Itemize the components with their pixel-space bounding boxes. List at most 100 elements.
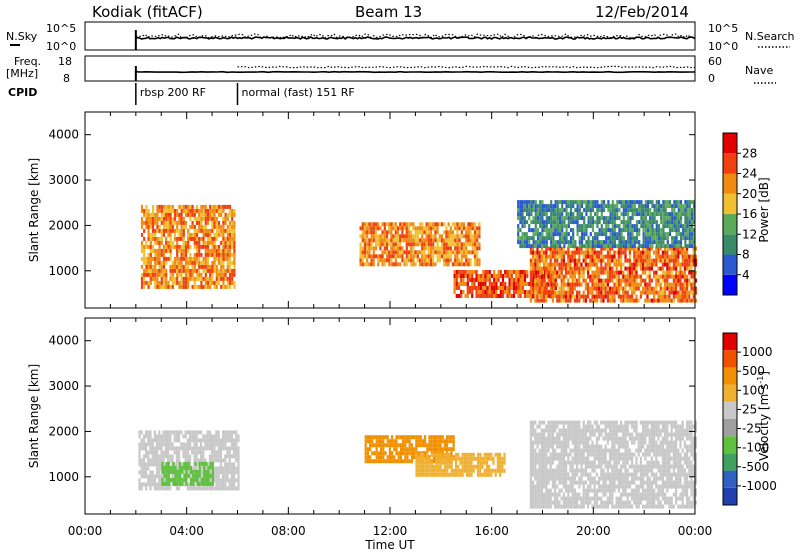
heatmap-cell — [215, 272, 218, 277]
heatmap-cell — [193, 434, 196, 439]
heatmap-cell — [493, 278, 496, 282]
heatmap-cell — [167, 446, 170, 451]
heatmap-cell — [519, 216, 522, 221]
heatmap-cell — [156, 450, 159, 455]
heatmap-cell — [556, 246, 559, 251]
heatmap-cell — [540, 448, 543, 453]
heatmap-cell — [620, 212, 623, 217]
heatmap-cell — [488, 456, 491, 461]
heatmap-cell — [176, 473, 179, 478]
heatmap-cell — [690, 274, 693, 279]
heatmap-cell — [583, 220, 586, 225]
heatmap-cell — [609, 258, 612, 263]
heatmap-cell — [622, 240, 625, 245]
heatmap-cell — [226, 252, 229, 257]
heatmap-cell — [517, 270, 520, 274]
heatmap-cell — [445, 258, 448, 263]
heatmap-cell — [187, 244, 190, 249]
heatmap-cell — [584, 500, 587, 505]
heatmap-cell — [153, 478, 156, 483]
heatmap-cell — [536, 212, 540, 217]
heatmap-cell — [466, 278, 469, 282]
heatmap-cell — [467, 222, 470, 227]
heatmap-cell — [677, 246, 680, 251]
heatmap-cell — [421, 443, 424, 448]
heatmap-cell — [160, 252, 163, 257]
heatmap-cell — [388, 250, 391, 255]
heatmap-cell — [151, 212, 155, 217]
heatmap-cell — [228, 236, 232, 241]
heatmap-cell — [529, 500, 532, 505]
heatmap-cell — [483, 472, 486, 477]
heatmap-cell — [481, 464, 484, 469]
heatmap-cell — [432, 254, 435, 259]
heatmap-cell — [466, 464, 469, 469]
heatmap-cell — [567, 212, 570, 217]
heatmap-cell — [558, 224, 562, 229]
heatmap-cell — [529, 472, 532, 477]
heatmap-cell — [456, 242, 459, 247]
heatmap-cell — [609, 236, 612, 241]
heatmap-cell — [626, 298, 629, 303]
heatmap-cell — [638, 200, 641, 205]
heatmap-cell — [237, 450, 240, 455]
power-colorbar-swatch — [723, 254, 737, 275]
heatmap-cell — [180, 474, 183, 479]
heatmap-cell — [657, 258, 660, 263]
heatmap-cell — [200, 220, 203, 225]
heatmap-cell — [186, 458, 189, 463]
heatmap-cell — [171, 442, 174, 447]
heatmap-cell — [204, 232, 207, 237]
heatmap-cell — [543, 448, 546, 453]
heatmap-cell — [407, 222, 411, 227]
heatmap-cell — [517, 290, 520, 294]
heatmap-cell — [582, 440, 585, 445]
heatmap-cell — [417, 460, 420, 465]
heatmap-cell — [165, 280, 168, 285]
heatmap-cell — [620, 232, 623, 237]
heatmap-cell — [195, 232, 199, 237]
heatmap-cell — [482, 278, 485, 282]
heatmap-cell — [562, 452, 565, 457]
heatmap-cell — [683, 258, 686, 263]
heatmap-cell — [644, 232, 647, 237]
heatmap-cell — [539, 224, 542, 229]
heatmap-cell — [534, 436, 537, 441]
heatmap-cell — [576, 460, 579, 465]
station-title: Kodiak (fitACF) — [92, 3, 203, 21]
heatmap-cell — [648, 282, 651, 287]
heatmap-cell — [396, 230, 400, 235]
heatmap-cell — [444, 452, 447, 457]
heatmap-cell — [470, 468, 473, 473]
heatmap-cell — [403, 222, 406, 227]
heatmap-cell — [189, 232, 192, 237]
heatmap-cell — [434, 222, 437, 227]
heatmap-cell — [176, 236, 179, 241]
heatmap-cell — [525, 212, 529, 217]
heatmap-cell — [437, 435, 440, 440]
heatmap-cell — [429, 238, 433, 243]
heatmap-cell — [384, 459, 387, 464]
heatmap-cell — [191, 430, 194, 435]
heatmap-cell — [655, 290, 658, 295]
heatmap-cell — [394, 258, 397, 263]
heatmap-cell — [686, 262, 689, 267]
heatmap-cell — [540, 274, 543, 279]
heatmap-cell — [209, 473, 212, 478]
heatmap-cell — [675, 262, 678, 267]
heatmap-cell — [556, 440, 559, 445]
heatmap-cell — [450, 460, 453, 465]
heatmap-cell — [171, 284, 174, 289]
heatmap-cell — [219, 470, 222, 475]
heatmap-cell — [617, 250, 620, 255]
heatmap-cell — [690, 282, 693, 287]
heatmap-cell — [536, 452, 539, 457]
heatmap-cell — [558, 294, 561, 299]
heatmap-cell — [228, 470, 231, 475]
heatmap-cell — [578, 294, 581, 299]
heatmap-cell — [635, 274, 638, 279]
heatmap-cell — [374, 226, 378, 231]
heatmap-cell — [528, 290, 531, 294]
heatmap-cell — [173, 212, 177, 217]
heatmap-cell — [582, 290, 585, 295]
